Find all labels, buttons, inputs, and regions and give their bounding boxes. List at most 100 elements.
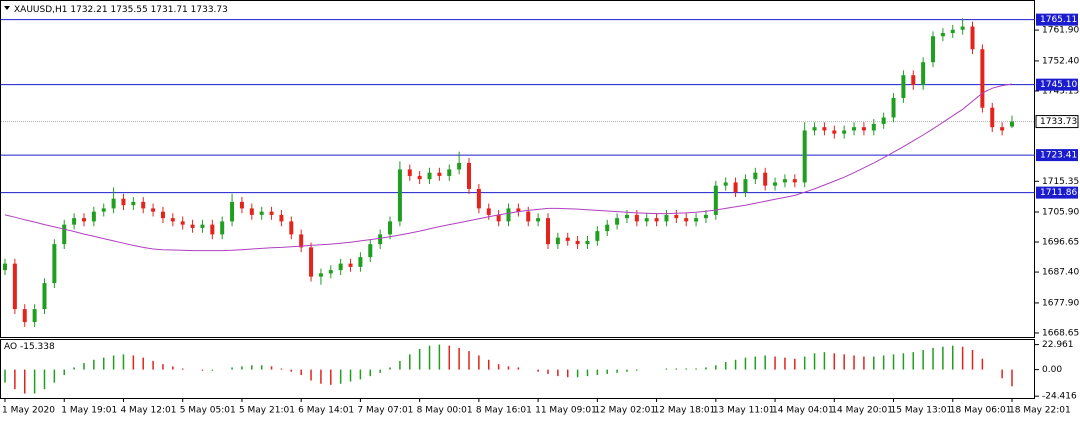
- candle-body: [605, 224, 610, 232]
- candle-body: [72, 218, 77, 225]
- candle-body: [289, 221, 294, 235]
- level-label-box: [1036, 149, 1078, 162]
- candle-body: [595, 231, 600, 241]
- candle-body: [170, 218, 175, 222]
- candle-body: [348, 263, 353, 267]
- candle-body: [506, 208, 511, 222]
- candle-body: [782, 179, 787, 183]
- candle-body: [703, 214, 708, 219]
- candle-body: [358, 257, 363, 267]
- candle-body: [160, 211, 165, 219]
- candle-body: [417, 175, 422, 180]
- candle-body: [644, 218, 649, 222]
- candle-body: [901, 75, 906, 98]
- candle-body: [200, 224, 205, 228]
- candle-body: [151, 208, 156, 212]
- ao-tick-label: -24.416: [1042, 392, 1077, 402]
- menu-arrow: [4, 6, 10, 10]
- x-tick-label: 18 May 22:01: [1009, 406, 1071, 416]
- ao-frame: [0, 339, 1035, 399]
- x-tick-label: 18 May 06:01: [950, 406, 1012, 416]
- candle-body: [486, 208, 491, 215]
- candle-body: [773, 182, 778, 186]
- level-label: 1765.11: [1040, 15, 1077, 25]
- candle-body: [121, 198, 126, 206]
- candle-body: [437, 172, 442, 176]
- candle-body: [871, 123, 876, 131]
- x-tick-label: 1 May 19:01: [61, 406, 117, 416]
- candle-body: [249, 208, 254, 215]
- candle-body: [32, 309, 37, 323]
- symbol: XAUUSD,H1: [14, 5, 68, 15]
- candle-body: [654, 218, 659, 222]
- last-open: 1732.21: [70, 5, 107, 15]
- y-tick-label: 1705.90: [1042, 207, 1079, 217]
- x-tick-label: 5 May 05:01: [180, 406, 236, 416]
- y-tick-label: 1752.40: [1042, 56, 1079, 66]
- candle-body: [397, 169, 402, 222]
- candle-body: [536, 218, 541, 222]
- candle-body: [368, 244, 373, 258]
- candle-body: [743, 179, 748, 193]
- current-price-box: [1035, 115, 1079, 129]
- x-tick-label: 11 May 09:01: [535, 406, 597, 416]
- level-label: 1723.41: [1040, 151, 1077, 161]
- candle-body: [960, 26, 965, 30]
- candle-body: [338, 263, 343, 271]
- candle-body: [318, 273, 323, 277]
- moving-average: [4, 83, 1013, 252]
- candle-body: [279, 214, 284, 222]
- candle-body: [516, 208, 521, 212]
- candle-body: [822, 127, 827, 131]
- candle-body: [555, 237, 560, 245]
- last-high: 1735.55: [110, 5, 147, 15]
- x-tick-label: 14 May 04:01: [772, 406, 834, 416]
- ao-last: -15.338: [20, 342, 55, 352]
- ao-tick-label: 22.961: [1042, 340, 1074, 350]
- candle-body: [931, 36, 936, 63]
- candle-body: [802, 130, 807, 183]
- candle-body: [615, 218, 620, 225]
- candle-body: [388, 221, 393, 235]
- ao-name: AO: [4, 342, 17, 352]
- candle-body: [763, 172, 768, 186]
- current-price-label: 1733.73: [1040, 117, 1077, 127]
- candle-body: [52, 244, 57, 284]
- candle-body: [852, 127, 857, 131]
- x-tick-label: 12 May 02:01: [594, 406, 656, 416]
- candle-body: [674, 214, 679, 219]
- candle-body: [190, 224, 195, 228]
- level-label: 1745.10: [1040, 80, 1077, 90]
- y-tick-label: 1687.40: [1042, 268, 1079, 278]
- candle-body: [565, 237, 570, 241]
- candle-body: [891, 97, 896, 118]
- candle-body: [42, 283, 47, 310]
- x-tick-label: 8 May 16:01: [476, 406, 532, 416]
- chart-header: XAUUSD,H1 1732.21 1735.55 1731.71 1733.7…: [14, 5, 228, 15]
- candle-body: [496, 214, 501, 222]
- candle-body: [970, 26, 975, 50]
- y-tick-label: 1696.65: [1042, 238, 1079, 248]
- candle-body: [723, 182, 728, 186]
- x-tick-label: 12 May 18:01: [654, 406, 716, 416]
- x-tick-label: 1 May 2020: [2, 406, 55, 416]
- candle-body: [733, 182, 738, 193]
- candle-body: [575, 240, 580, 245]
- candle-body: [220, 221, 225, 235]
- candle-body: [792, 179, 797, 183]
- candle-body: [585, 240, 590, 245]
- candle-body: [309, 247, 314, 277]
- candle-body: [111, 198, 116, 209]
- candle-body: [259, 211, 264, 215]
- candle-body: [634, 214, 639, 222]
- candle-body: [457, 162, 462, 170]
- level-label-box: [1036, 13, 1078, 26]
- candle-body: [131, 201, 136, 206]
- main-frame: [0, 0, 1035, 338]
- candle-body: [447, 169, 452, 176]
- last-close: 1733.73: [191, 5, 228, 15]
- x-tick-label: 6 May 14:01: [298, 406, 354, 416]
- candle-body: [812, 127, 817, 131]
- candle-body: [239, 201, 244, 209]
